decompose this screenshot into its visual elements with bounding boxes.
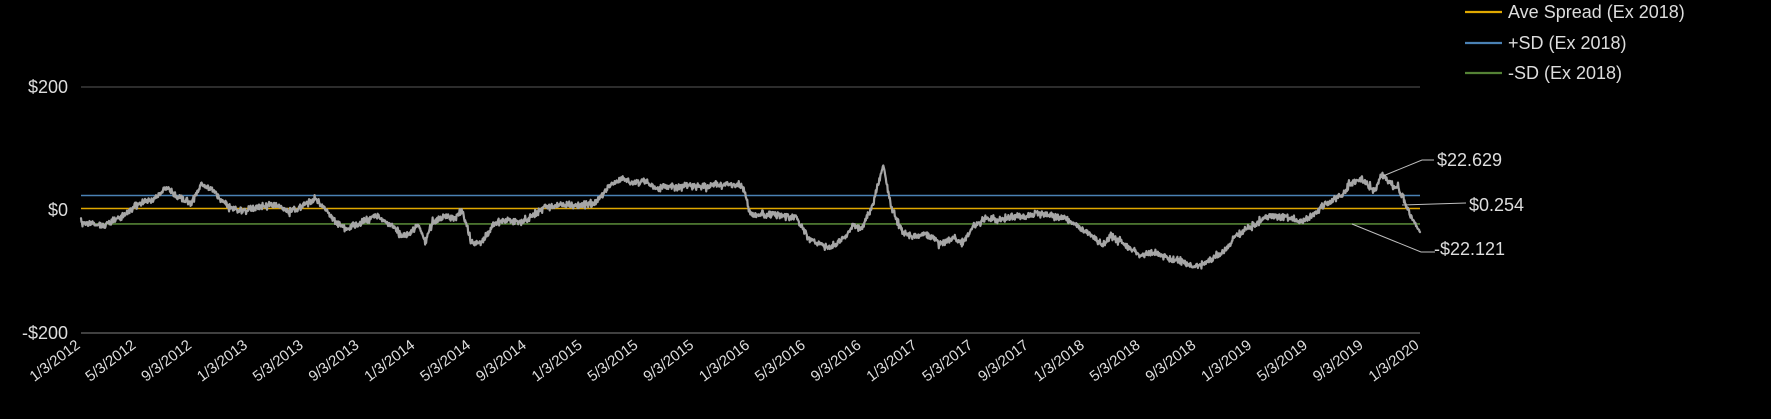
svg-text:-SD (Ex 2018): -SD (Ex 2018) [1508,63,1622,83]
svg-text:$22.629: $22.629 [1437,150,1502,170]
svg-text:$0.254: $0.254 [1469,195,1524,215]
svg-text:-$22.121: -$22.121 [1434,239,1505,259]
svg-text:+SD (Ex 2018): +SD (Ex 2018) [1508,33,1627,53]
svg-text:$200: $200 [28,77,68,97]
svg-text:Ave Spread (Ex 2018): Ave Spread (Ex 2018) [1508,2,1685,22]
svg-text:-$200: -$200 [22,323,68,343]
svg-text:$0: $0 [48,200,68,220]
